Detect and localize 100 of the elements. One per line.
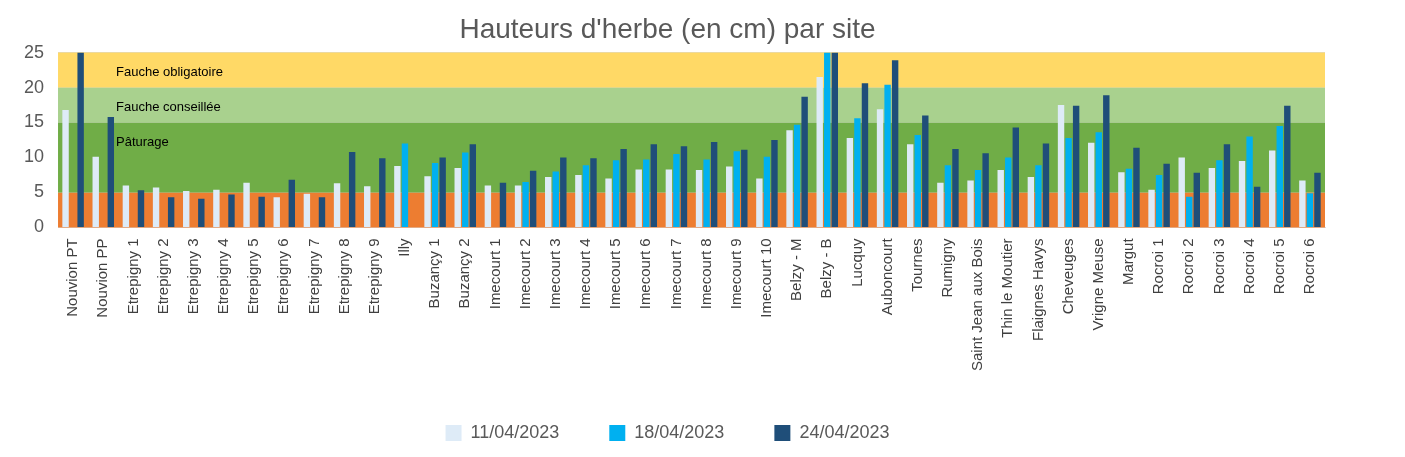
bar [582, 165, 590, 227]
bar [424, 176, 431, 227]
x-tick-label: Rocroi 3 [1209, 238, 1227, 295]
x-tick-label: Vrigne Meuse [1088, 238, 1106, 331]
bar [907, 144, 914, 227]
bar [643, 159, 650, 227]
bar [816, 77, 823, 227]
bar [401, 143, 409, 227]
bar [726, 166, 733, 227]
bar [152, 187, 160, 227]
bar [122, 185, 130, 227]
band-label: Fauche obligatoire [116, 64, 223, 80]
bar [590, 158, 597, 227]
y-tick-label: 15 [23, 111, 45, 132]
y-tick-label: 25 [23, 41, 45, 62]
band-label: Pâturage [116, 134, 169, 150]
bar [1238, 160, 1246, 227]
bar [303, 193, 311, 227]
bar [364, 186, 371, 227]
x-tick-label: Nouvion PT [63, 238, 81, 317]
bar [854, 118, 861, 227]
bar [680, 146, 688, 227]
bar [1042, 143, 1050, 227]
bar [439, 157, 446, 227]
band-label: Fauche conseillée [116, 99, 221, 115]
bar [107, 116, 115, 227]
bar [1163, 163, 1170, 227]
bar [876, 109, 884, 227]
bar [273, 197, 280, 227]
x-tick-label: Rumigny [938, 237, 956, 298]
chart-title: Hauteurs d'herbe (en cm) par site [459, 12, 876, 44]
bar [937, 182, 944, 227]
bar [1246, 136, 1253, 227]
bar [944, 165, 952, 227]
bar [258, 196, 265, 227]
x-tick-label: Auboncourt [877, 237, 895, 316]
bar [650, 144, 658, 227]
bar [522, 181, 529, 227]
bar [462, 152, 469, 227]
bar [1133, 147, 1140, 227]
bar [575, 174, 582, 227]
x-tick-label: Rocroi 1 [1149, 238, 1167, 295]
bar [62, 109, 69, 227]
bar [560, 157, 567, 227]
x-tick-label: Imecourt 3 [545, 238, 563, 310]
bar [974, 170, 982, 227]
x-tick-label: Buzançy 2 [455, 238, 473, 309]
x-tick-label: Rocroi 2 [1179, 238, 1197, 295]
bar [831, 52, 839, 227]
bar [514, 185, 522, 227]
bar [137, 190, 145, 227]
bar [982, 153, 989, 227]
y-tick-label: 5 [34, 181, 45, 202]
x-tick-label: Cheveuges [1058, 238, 1076, 315]
bar [914, 135, 921, 227]
bar [620, 149, 627, 227]
bar [1125, 168, 1133, 227]
bar [1148, 189, 1155, 227]
bar [605, 178, 612, 227]
bar [1012, 127, 1019, 227]
bar [741, 149, 748, 227]
x-tick-label: Rocroi 4 [1239, 238, 1257, 295]
bar [1253, 186, 1261, 227]
x-tick-label: Buzançy 1 [425, 238, 443, 309]
bar [793, 124, 801, 227]
bar [469, 144, 477, 227]
bar [1118, 172, 1125, 227]
x-tick-label: Etrepigny 2 [153, 238, 171, 315]
x-tick-label: Imecourt 9 [726, 238, 744, 310]
x-tick-label: Rocroi 6 [1300, 238, 1318, 295]
bar [1299, 180, 1306, 227]
bar [228, 194, 235, 227]
bar [922, 115, 929, 227]
bar [612, 160, 620, 227]
bar [1186, 196, 1193, 227]
bar [1155, 174, 1163, 227]
bar [431, 163, 439, 227]
bar [846, 137, 854, 227]
bar [1072, 105, 1080, 227]
y-tick-label: 0 [34, 216, 45, 237]
legend-label: 18/04/2023 [634, 421, 725, 442]
x-tick-label: Imecourt 4 [576, 238, 594, 310]
x-tick-label: Belzy - B [817, 238, 835, 299]
x-tick-label: Nouvion PP [93, 238, 111, 318]
bar [1103, 95, 1110, 227]
legend-label: 24/04/2023 [799, 421, 890, 442]
bar [997, 170, 1004, 227]
bar [499, 182, 507, 227]
x-tick-label: Imecourt 5 [606, 238, 624, 310]
bar [77, 52, 84, 227]
x-tick-label: Imecourt 6 [636, 238, 654, 310]
bar [703, 159, 710, 227]
bar [529, 170, 537, 227]
bar [1005, 157, 1012, 227]
bar [1306, 193, 1314, 227]
bar [756, 178, 763, 227]
x-tick-label: Etrepigny 4 [214, 238, 232, 315]
bar [673, 153, 680, 227]
bar [348, 151, 356, 227]
bar [1057, 105, 1065, 227]
